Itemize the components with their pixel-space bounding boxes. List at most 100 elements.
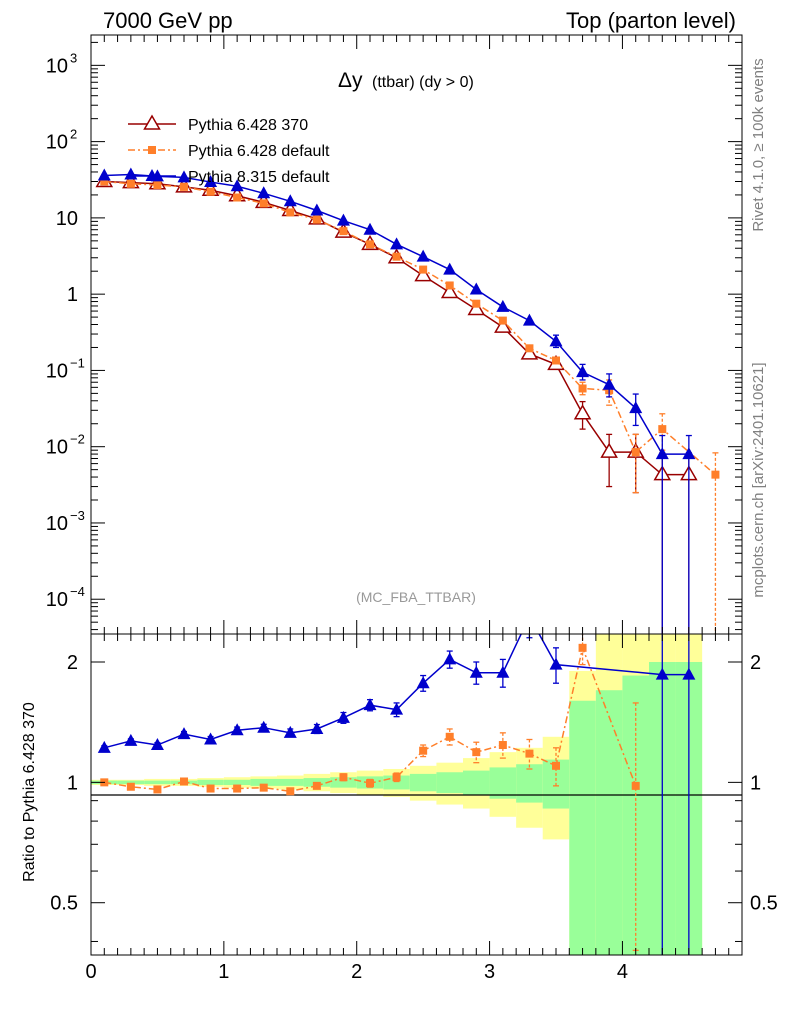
data-point-square [578, 384, 587, 393]
y-tick-exponent: −4 [70, 584, 85, 599]
legend-entry-pythia8-default: Pythia 8.315 default [128, 169, 330, 186]
data-point-square [631, 448, 640, 457]
data-point-square [392, 773, 401, 782]
data-point-square [552, 356, 560, 365]
data-point-square [286, 208, 295, 217]
data-point-triangle [310, 203, 324, 216]
data-point-square [153, 785, 162, 794]
legend-label: Pythia 6.428 default [188, 143, 330, 160]
data-point-triangle [336, 213, 350, 226]
data-point-triangle [363, 698, 377, 711]
data-point-square [366, 240, 374, 249]
data-point-triangle [204, 175, 218, 188]
data-point-triangle [363, 222, 377, 235]
header-right-title: Top (parton level) [566, 8, 736, 33]
data-point-square [259, 199, 268, 208]
data-point-square [180, 182, 188, 191]
data-point-triangle [443, 652, 457, 665]
data-point-square [206, 784, 215, 793]
mcplots-label: mcplots.cern.ch [arXiv:2401.10621] [750, 362, 767, 597]
data-point-square [472, 299, 481, 308]
data-point-square [153, 180, 162, 189]
series-line [104, 180, 689, 476]
data-point-open-triangle [573, 404, 592, 420]
data-point-square [206, 187, 215, 196]
series-square [100, 177, 720, 634]
data-point-triangle [310, 721, 324, 734]
data-point-triangle [283, 194, 297, 207]
data-point-square [339, 227, 348, 236]
data-point-triangle [655, 447, 669, 460]
data-point-square [100, 177, 109, 186]
uncertainty-band-green [595, 690, 623, 955]
y-tick-label: 1 [67, 284, 78, 306]
uncertainty-band-green [489, 767, 517, 799]
ratio-y-tick-label: 0.5 [50, 893, 78, 915]
x-tick-label: 4 [617, 961, 628, 983]
data-point-square [498, 741, 507, 750]
ratio-ylabel: Ratio to Pythia 6.428 370 [21, 702, 38, 882]
legend-entry-pythia6-370: Pythia 6.428 370 [128, 114, 308, 134]
data-point-triangle [523, 609, 536, 621]
data-point-triangle [204, 732, 218, 745]
data-point-square [126, 782, 135, 791]
uncertainty-band-green [463, 770, 490, 795]
data-point-triangle [177, 170, 191, 183]
data-point-triangle [257, 720, 271, 733]
ratio-panel: 0.5 0.5 1 1 2 2 0 1 2 3 4 Ratio to Pythia 6.428 3… [21, 35, 778, 983]
legend-marker-open-triangle [143, 114, 161, 130]
data-point-open-triangle [440, 283, 459, 299]
ratio-line [104, 634, 689, 749]
header-left-title: 7000 GeV pp [103, 8, 233, 33]
data-point-triangle [230, 723, 244, 736]
ratio-y-tick-label: 2 [67, 652, 78, 674]
y-tick-exponent: −2 [70, 432, 85, 447]
ratio-series-square [100, 634, 640, 952]
x-tick-label: 0 [85, 961, 96, 983]
data-point-square [419, 746, 428, 755]
uncertainty-band-green [144, 780, 171, 785]
data-point-triangle [469, 665, 483, 678]
data-point-triangle [124, 167, 138, 180]
data-point-square [445, 732, 454, 741]
data-point-triangle [549, 334, 563, 347]
uncertainty-band-green [250, 778, 277, 786]
data-point-square [312, 781, 321, 790]
x-tick-label: 1 [218, 961, 229, 983]
legend-marker-filled-triangle [145, 169, 159, 181]
data-point-triangle [257, 186, 271, 199]
series-filled-triangle [97, 167, 696, 634]
series-line [104, 173, 689, 455]
plot-title-main: Δy [338, 69, 363, 92]
uncertainty-band-green [330, 777, 357, 788]
y-tick-label: 10 [56, 208, 78, 230]
data-point-triangle [416, 249, 430, 262]
y-tick-label: 10 [46, 132, 68, 154]
data-point-triangle [443, 262, 457, 275]
data-point-square [445, 281, 454, 290]
data-point-square [180, 777, 188, 786]
data-point-square [552, 761, 560, 770]
y-tick-exponent: 3 [70, 50, 77, 65]
data-point-triangle [576, 365, 590, 378]
uncertainty-band-green [277, 778, 304, 786]
y-tick-exponent: −3 [70, 508, 85, 523]
data-point-triangle [682, 667, 696, 680]
y-tick-label: 10 [46, 360, 68, 382]
x-tick-label: 2 [351, 961, 362, 983]
data-point-square [498, 316, 507, 325]
ratio-y-tick-label-right: 2 [750, 652, 761, 674]
uncertainty-band-green [409, 773, 437, 792]
uncertainty-band-green [516, 764, 543, 803]
uncertainty-band-green [569, 700, 596, 955]
data-point-open-triangle [600, 442, 618, 458]
data-point-square [339, 773, 348, 782]
data-point-square [233, 784, 242, 793]
ratio-y-tick-label-right: 1 [750, 772, 761, 794]
y-tick-exponent: 2 [70, 127, 77, 142]
data-point-open-triangle [414, 266, 432, 282]
data-point-square [419, 265, 428, 274]
y-tick-label: 10 [46, 589, 68, 611]
data-point-square [631, 781, 640, 790]
y-tick-label: 10 [46, 513, 68, 535]
